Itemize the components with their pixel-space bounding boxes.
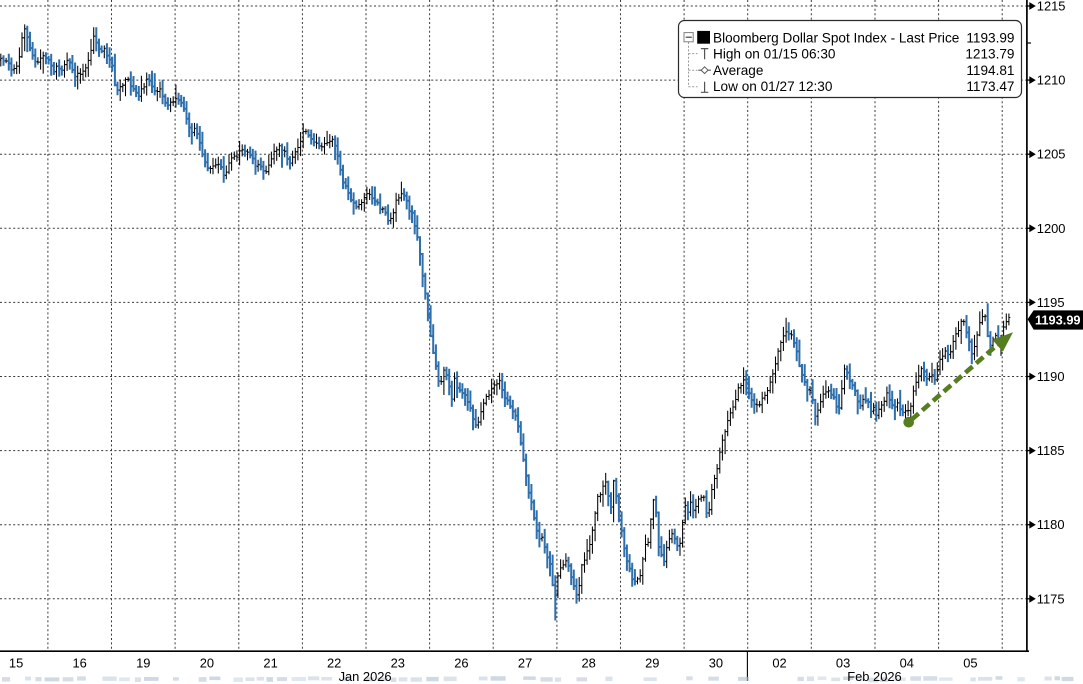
svg-text:02: 02 — [772, 655, 786, 670]
svg-text:1180: 1180 — [1037, 517, 1065, 532]
svg-text:1213.79: 1213.79 — [965, 47, 1014, 62]
svg-text:1195: 1195 — [1037, 295, 1065, 310]
svg-text:1193.99: 1193.99 — [966, 30, 1014, 45]
svg-text:1210: 1210 — [1037, 73, 1066, 88]
svg-text:22: 22 — [327, 655, 341, 670]
svg-text:Bloomberg Dollar Spot Index -: Bloomberg Dollar Spot Index - Last Price — [713, 30, 959, 45]
svg-text:1205: 1205 — [1037, 147, 1066, 162]
svg-text:High on 01/15 06:30: High on 01/15 06:30 — [713, 47, 836, 62]
svg-text:1194.81: 1194.81 — [966, 63, 1014, 78]
svg-text:30: 30 — [709, 655, 723, 670]
svg-text:1185: 1185 — [1037, 443, 1065, 458]
svg-text:27: 27 — [518, 655, 532, 670]
svg-text:15: 15 — [9, 655, 23, 670]
svg-text:29: 29 — [645, 655, 659, 670]
svg-text:Jan 2026: Jan 2026 — [339, 669, 392, 684]
svg-text:Feb 2026: Feb 2026 — [847, 669, 901, 684]
svg-text:16: 16 — [73, 655, 87, 670]
svg-text:05: 05 — [963, 655, 977, 670]
svg-text:19: 19 — [136, 655, 150, 670]
svg-text:03: 03 — [836, 655, 850, 670]
svg-text:Average: Average — [713, 63, 763, 78]
svg-text:04: 04 — [900, 655, 914, 670]
svg-text:28: 28 — [582, 655, 596, 670]
svg-text:26: 26 — [454, 655, 468, 670]
svg-text:1190: 1190 — [1037, 369, 1065, 384]
svg-text:20: 20 — [200, 655, 214, 670]
svg-text:1175: 1175 — [1037, 591, 1065, 606]
svg-text:1200: 1200 — [1037, 221, 1066, 236]
svg-text:21: 21 — [263, 655, 277, 670]
svg-text:1215: 1215 — [1037, 0, 1066, 14]
svg-text:1193.99: 1193.99 — [1035, 313, 1081, 328]
svg-text:23: 23 — [391, 655, 405, 670]
svg-text:1173.47: 1173.47 — [966, 79, 1014, 94]
svg-text:Low on 01/27 12:30: Low on 01/27 12:30 — [713, 79, 833, 94]
